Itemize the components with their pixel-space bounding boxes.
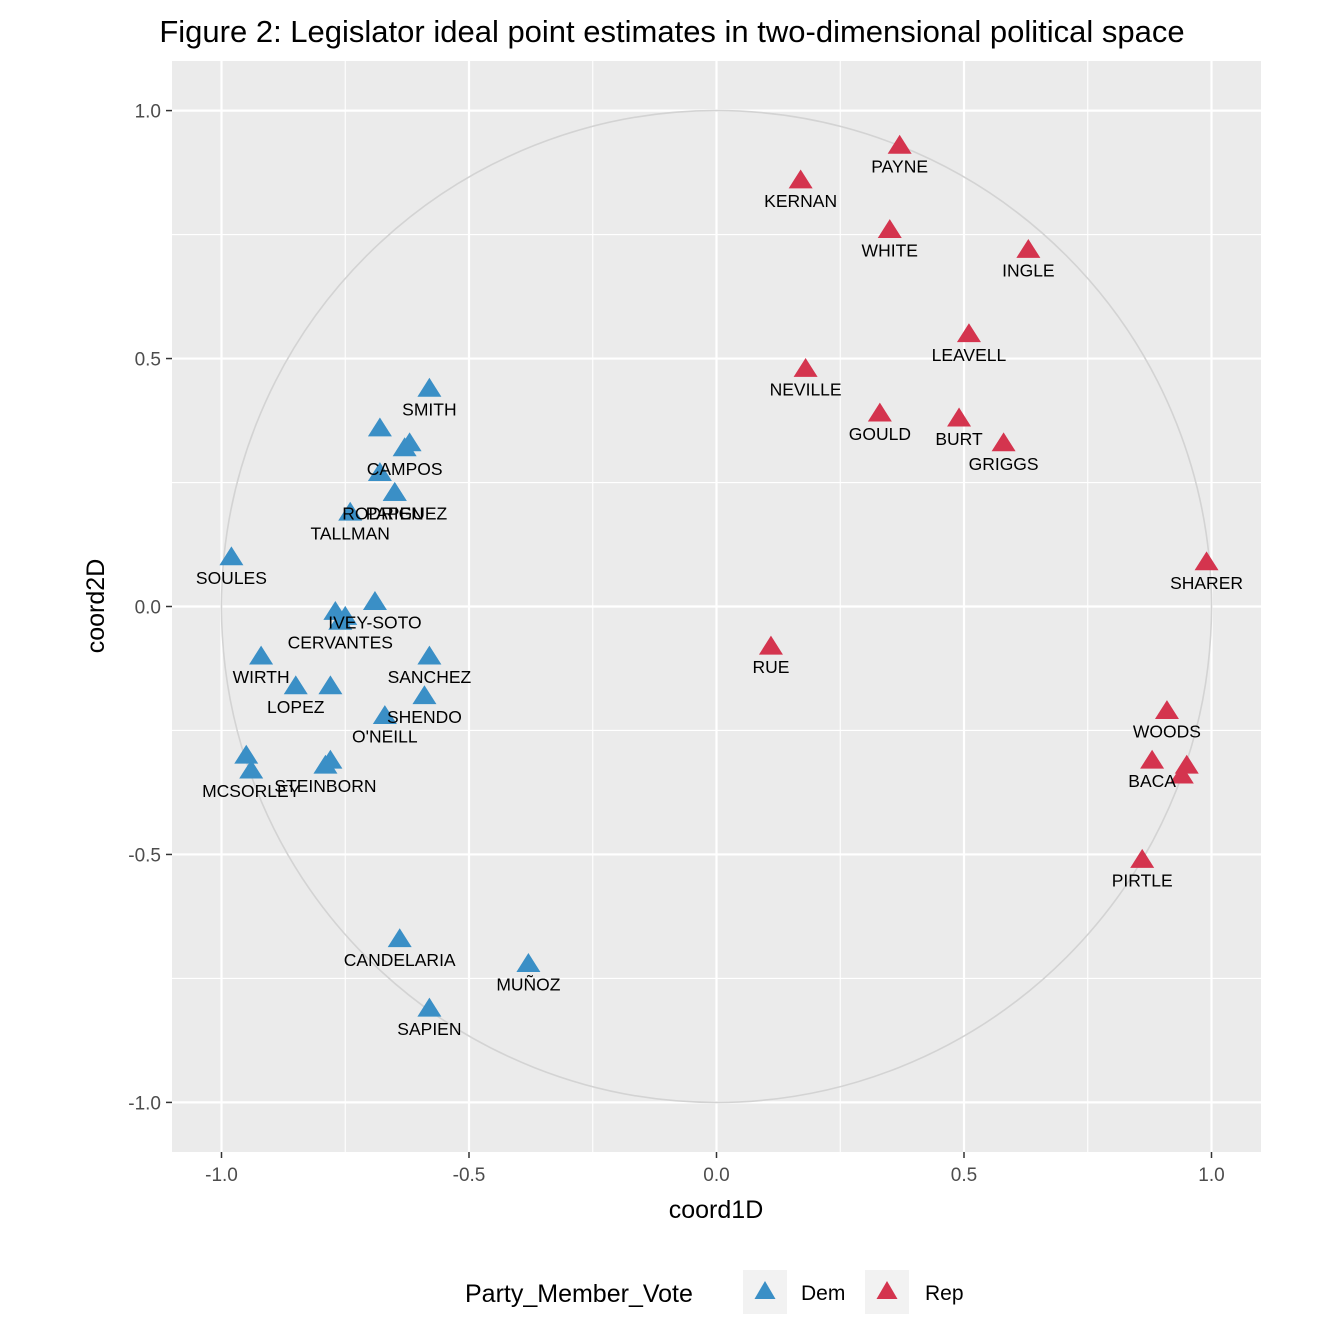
- point-label: LEAVELL: [932, 345, 1007, 365]
- point-rep: [887, 134, 912, 154]
- point-label: RODRIGUEZ: [342, 503, 447, 523]
- legend-label-dem: Dem: [801, 1282, 845, 1305]
- point-label: SAPIEN: [397, 1019, 461, 1039]
- point-label: BACA: [1128, 771, 1176, 791]
- y-axis-title: coord2D: [82, 559, 110, 654]
- point-dem: [239, 759, 264, 779]
- point-label: TALLMAN: [310, 523, 389, 543]
- point-rep: [991, 432, 1016, 452]
- point-rep: [956, 323, 981, 343]
- point-dem: [249, 645, 274, 665]
- legend-rep-triangle-icon: [876, 1281, 898, 1299]
- point-rep: [1154, 700, 1179, 720]
- point-dem: [387, 928, 412, 948]
- point-rep: [758, 635, 783, 655]
- point-label: SHENDO: [387, 707, 462, 727]
- point-dem: [318, 749, 343, 769]
- x-axis-ticks: -1.0 -0.5 0.0 0.5 1.0: [205, 1152, 1225, 1186]
- point-label: O'NEILL: [352, 727, 418, 747]
- y-tick-label: 0.0: [135, 598, 161, 619]
- point-label: RUE: [752, 657, 789, 677]
- point-label: WOODS: [1133, 722, 1201, 742]
- point-dem: [367, 462, 392, 482]
- point-rep: [1140, 749, 1165, 769]
- point-label: STEINBORN: [274, 776, 376, 796]
- point-dem: [328, 610, 353, 630]
- y-tick-label: 0.5: [135, 350, 161, 371]
- x-tick-label: 1.0: [1198, 1165, 1224, 1186]
- x-tick-label: -1.0: [205, 1165, 238, 1186]
- point-dem: [417, 997, 442, 1017]
- point-label: GOULD: [849, 424, 911, 444]
- x-tick-label: 0.5: [951, 1165, 977, 1186]
- point-label: SMITH: [402, 399, 456, 419]
- point-rep: [1169, 764, 1194, 784]
- point-label: PIRTLE: [1112, 870, 1173, 890]
- point-label: GRIGGS: [969, 454, 1039, 474]
- point-dem: [417, 377, 442, 397]
- point-dem: [412, 685, 437, 705]
- point-label: NEVILLE: [770, 379, 842, 399]
- legend-dem-triangle-icon: [754, 1281, 776, 1299]
- point-label: SHARER: [1170, 573, 1243, 593]
- y-tick-label: 1.0: [135, 102, 161, 123]
- point-label: LOPEZ: [267, 697, 325, 717]
- point-dem: [372, 705, 397, 724]
- unit-circle-layer: [220, 109, 1213, 1104]
- point-dem: [367, 417, 392, 437]
- chart-title: Figure 2: Legislator ideal point estimat…: [159, 14, 1185, 49]
- point-label: CAMPOS: [367, 459, 443, 479]
- x-tick-label: 0.0: [703, 1165, 729, 1186]
- point-label: PAYNE: [871, 156, 928, 176]
- point-label: BURT: [935, 429, 983, 449]
- point-label: KERNAN: [764, 191, 837, 211]
- point-label: SANCHEZ: [388, 667, 472, 687]
- point-label: MCSORLEY: [202, 781, 301, 801]
- point-label: CERVANTES: [288, 632, 393, 652]
- point-rep: [1130, 848, 1155, 868]
- point-dem: [382, 481, 407, 501]
- point-layer: [219, 134, 1219, 1017]
- point-dem: [417, 645, 442, 665]
- x-axis-title: coord1D: [669, 1196, 764, 1224]
- point-dem: [338, 501, 363, 521]
- y-tick-label: -1.0: [128, 1093, 161, 1114]
- legend-label-rep: Rep: [925, 1282, 964, 1305]
- point-label: WIRTH: [233, 667, 290, 687]
- point-label: INGLE: [1002, 260, 1055, 280]
- point-label: MUÑOZ: [496, 974, 560, 995]
- x-tick-label: -0.5: [453, 1165, 486, 1186]
- point-label: PAPEN: [366, 503, 424, 523]
- legend-title: Party_Member_Vote: [465, 1280, 693, 1308]
- point-rep: [867, 402, 892, 422]
- point-dem: [219, 546, 244, 566]
- point-dem: [392, 437, 417, 457]
- point-rep: [947, 407, 972, 427]
- legend: Party_Member_Vote Dem Rep: [465, 1270, 964, 1314]
- point-label: WHITE: [862, 241, 918, 261]
- unit-circle: [220, 109, 1213, 1104]
- point-label: SOULES: [196, 568, 267, 588]
- point-rep: [1194, 551, 1219, 571]
- point-dem: [516, 953, 541, 972]
- point-label: IVEY-SOTO: [328, 613, 421, 633]
- point-rep: [1016, 238, 1041, 258]
- point-dem: [362, 591, 387, 610]
- y-tick-label: -0.5: [128, 845, 161, 866]
- y-axis-ticks: 1.0 0.5 0.0 -0.5 -1.0: [128, 102, 172, 1114]
- grid-layer: [172, 61, 1261, 1152]
- point-rep: [788, 169, 813, 189]
- point-dem: [318, 675, 343, 695]
- point-rep: [793, 357, 818, 377]
- point-rep: [877, 219, 902, 239]
- point-dem: [234, 744, 259, 764]
- point-label: CANDELARIA: [344, 950, 456, 970]
- point-dem: [283, 675, 308, 695]
